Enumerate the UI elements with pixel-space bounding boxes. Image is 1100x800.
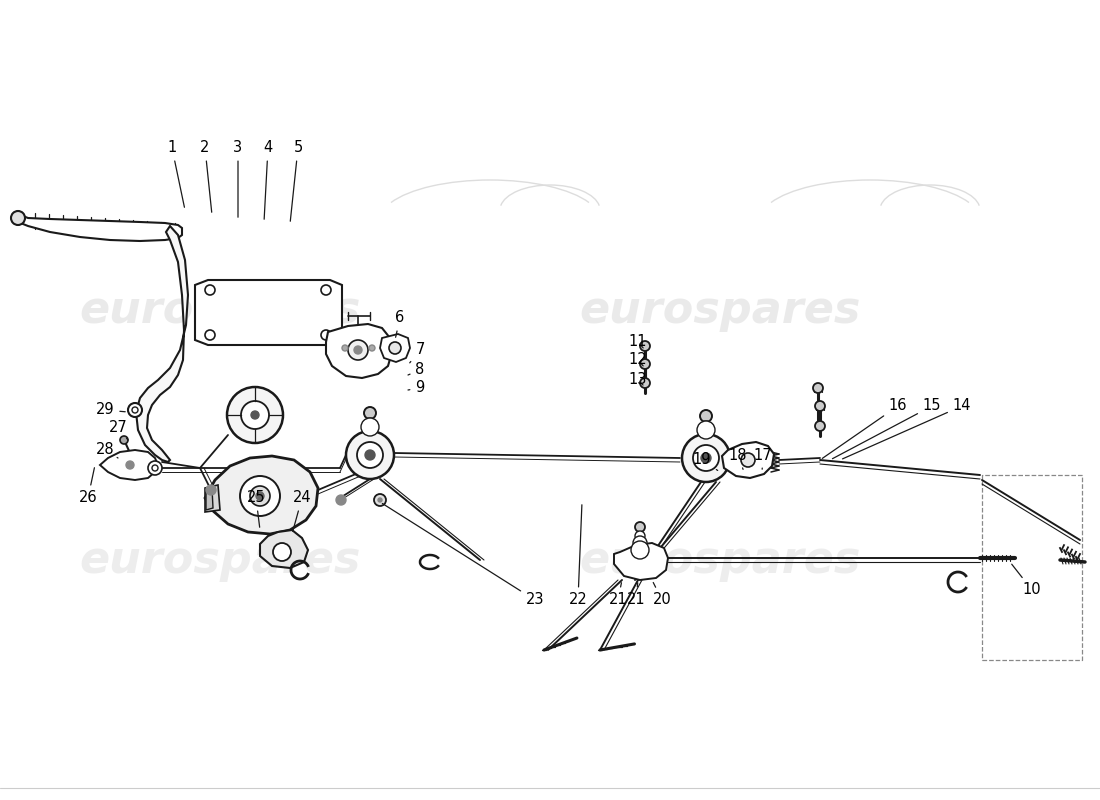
- Circle shape: [273, 543, 292, 561]
- Circle shape: [126, 461, 134, 469]
- Polygon shape: [206, 488, 213, 510]
- Text: 21: 21: [627, 582, 646, 607]
- Polygon shape: [195, 280, 342, 345]
- Circle shape: [640, 341, 650, 351]
- Text: 3: 3: [233, 141, 243, 218]
- Circle shape: [205, 285, 214, 295]
- Polygon shape: [205, 485, 220, 512]
- Polygon shape: [260, 530, 308, 568]
- Bar: [982, 475, 1082, 660]
- Circle shape: [240, 476, 280, 516]
- Text: 23: 23: [383, 503, 544, 607]
- Circle shape: [206, 485, 216, 495]
- Circle shape: [321, 330, 331, 340]
- Circle shape: [389, 342, 402, 354]
- Text: 16: 16: [823, 398, 907, 458]
- Text: 10: 10: [1012, 564, 1042, 598]
- Circle shape: [364, 407, 376, 419]
- Circle shape: [321, 285, 331, 295]
- Circle shape: [241, 401, 270, 429]
- Text: 27: 27: [109, 421, 128, 440]
- Circle shape: [358, 442, 383, 468]
- Polygon shape: [100, 450, 158, 480]
- Circle shape: [632, 536, 647, 550]
- Text: 11: 11: [629, 334, 647, 350]
- Text: 19: 19: [693, 453, 717, 470]
- Circle shape: [348, 340, 369, 360]
- Circle shape: [365, 450, 375, 460]
- Circle shape: [11, 211, 25, 225]
- Polygon shape: [379, 334, 410, 362]
- Circle shape: [700, 410, 712, 422]
- Polygon shape: [15, 214, 182, 241]
- Circle shape: [205, 330, 214, 340]
- Circle shape: [250, 486, 270, 506]
- Text: 18: 18: [728, 447, 747, 470]
- Text: 9: 9: [408, 381, 425, 395]
- Text: eurospares: eurospares: [580, 538, 860, 582]
- Polygon shape: [205, 456, 318, 534]
- Text: 29: 29: [96, 402, 125, 418]
- Text: 20: 20: [652, 582, 671, 607]
- Text: 14: 14: [843, 398, 971, 459]
- Text: 17: 17: [754, 447, 772, 470]
- Circle shape: [148, 461, 162, 475]
- Text: 28: 28: [96, 442, 118, 458]
- Circle shape: [227, 387, 283, 443]
- Text: 6: 6: [395, 310, 405, 338]
- Circle shape: [701, 421, 711, 431]
- Circle shape: [132, 407, 138, 413]
- Text: 4: 4: [263, 141, 273, 219]
- Text: 25: 25: [246, 490, 265, 527]
- Text: eurospares: eurospares: [580, 289, 860, 331]
- Text: 7: 7: [409, 342, 425, 363]
- Circle shape: [256, 492, 264, 500]
- Circle shape: [152, 465, 158, 471]
- Circle shape: [346, 431, 394, 479]
- Circle shape: [361, 418, 379, 436]
- Text: 22: 22: [569, 505, 587, 607]
- Circle shape: [354, 346, 362, 354]
- Text: eurospares: eurospares: [79, 289, 361, 331]
- Text: eurospares: eurospares: [79, 538, 361, 582]
- Circle shape: [701, 453, 711, 463]
- Circle shape: [128, 403, 142, 417]
- Text: 13: 13: [629, 373, 647, 387]
- Polygon shape: [136, 226, 188, 462]
- Circle shape: [374, 494, 386, 506]
- Circle shape: [741, 453, 755, 467]
- Circle shape: [815, 401, 825, 411]
- Text: 2: 2: [200, 141, 211, 212]
- Text: 24: 24: [293, 490, 311, 531]
- Circle shape: [697, 421, 715, 439]
- Text: 8: 8: [408, 362, 425, 378]
- Circle shape: [693, 445, 719, 471]
- Polygon shape: [614, 543, 668, 580]
- Circle shape: [682, 434, 730, 482]
- Circle shape: [631, 541, 649, 559]
- Circle shape: [365, 418, 375, 428]
- Text: 26: 26: [79, 468, 97, 506]
- Circle shape: [336, 495, 346, 505]
- Circle shape: [251, 411, 258, 419]
- Circle shape: [640, 359, 650, 369]
- Circle shape: [635, 522, 645, 532]
- Text: 12: 12: [629, 353, 647, 367]
- Circle shape: [120, 436, 128, 444]
- Circle shape: [635, 531, 645, 541]
- Circle shape: [813, 383, 823, 393]
- Polygon shape: [722, 442, 774, 478]
- Circle shape: [640, 378, 650, 388]
- Text: 1: 1: [167, 141, 185, 207]
- Circle shape: [368, 345, 375, 351]
- Circle shape: [378, 498, 382, 502]
- Polygon shape: [326, 324, 392, 378]
- Text: 21: 21: [608, 582, 627, 607]
- Circle shape: [342, 345, 348, 351]
- Text: 15: 15: [833, 398, 942, 458]
- Text: 5: 5: [290, 141, 303, 222]
- Circle shape: [815, 421, 825, 431]
